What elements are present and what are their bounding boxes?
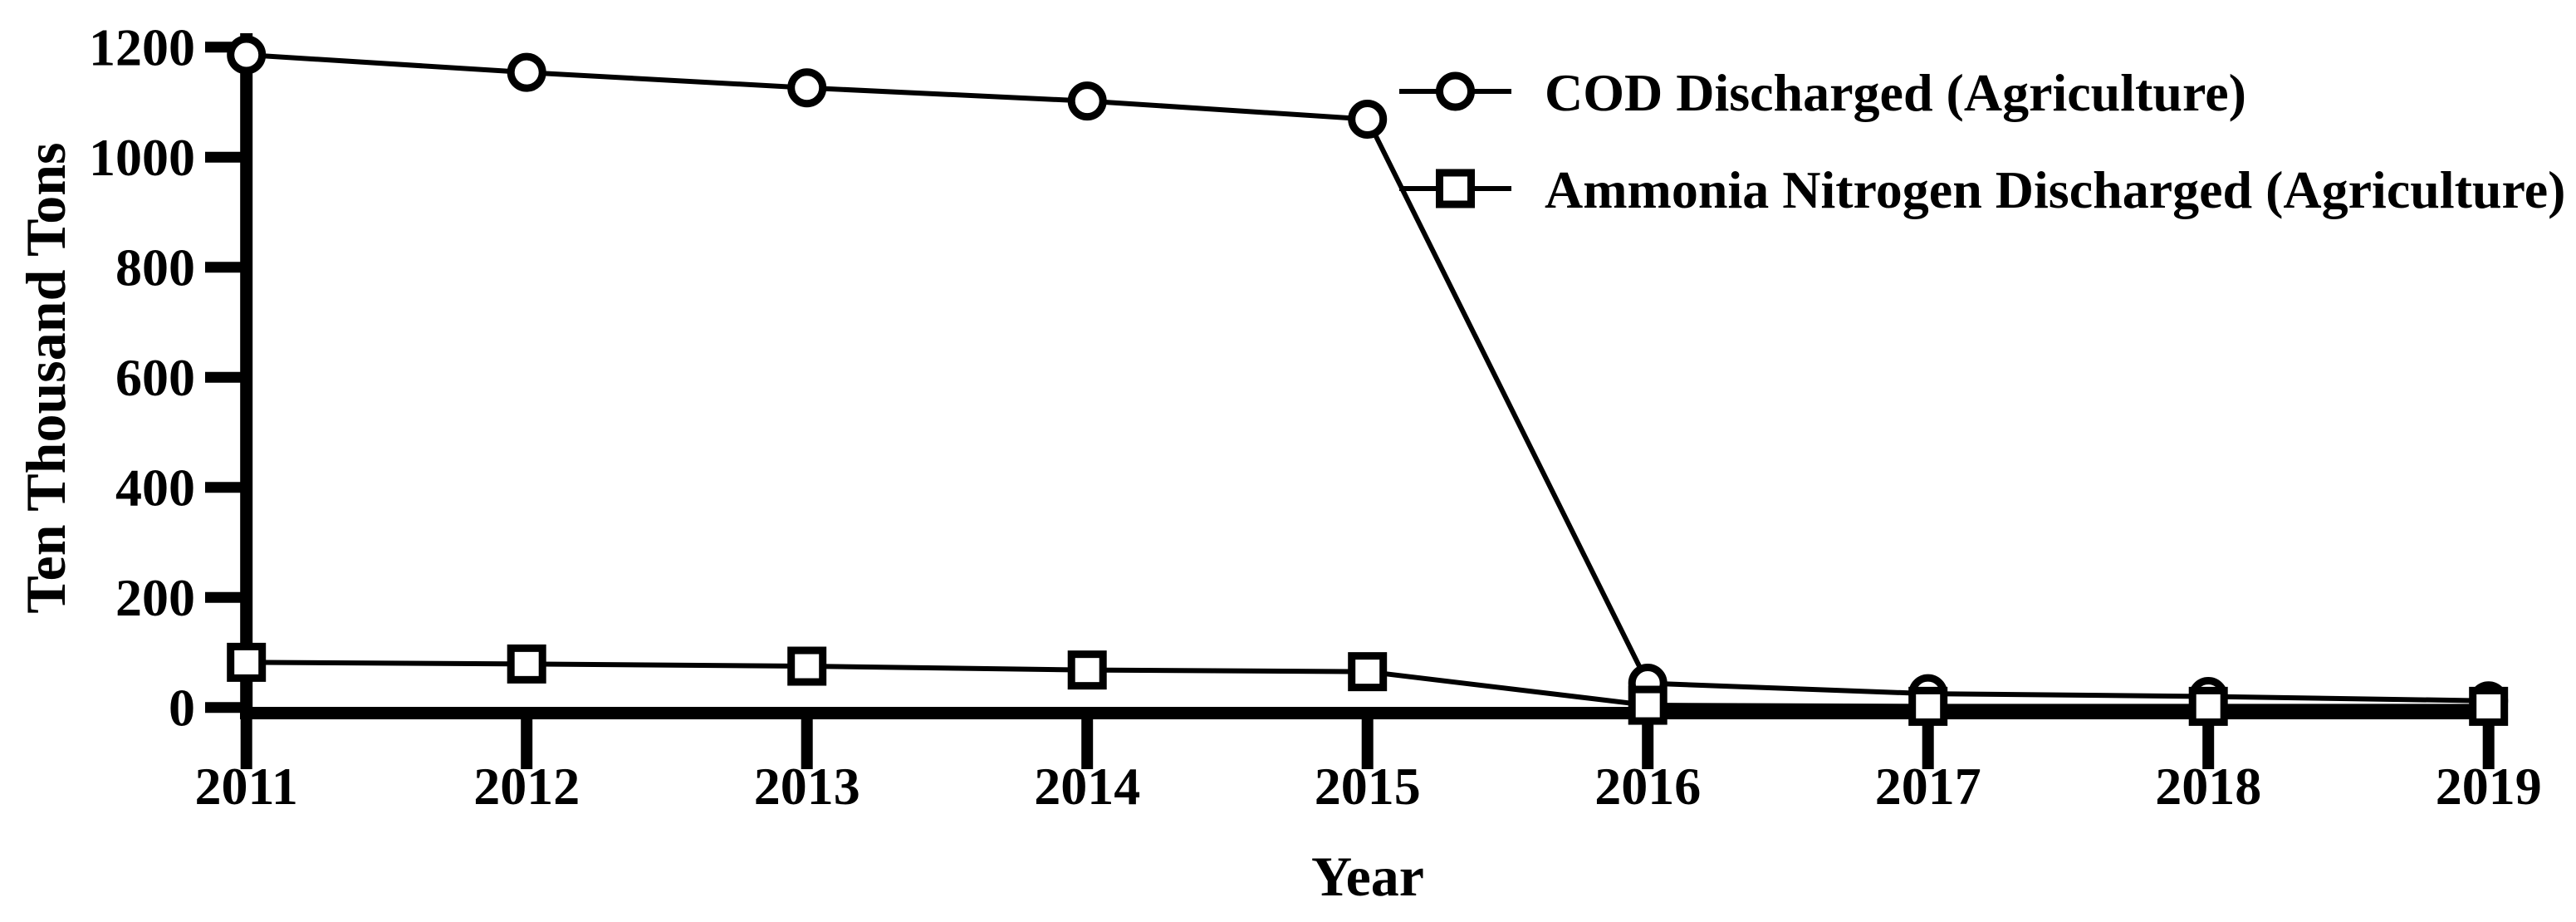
y-tick-label: 200 — [115, 568, 195, 627]
data-point-circle-marker — [1348, 99, 1388, 139]
data-point-square-marker — [787, 646, 827, 686]
series-line-cod — [246, 51, 2489, 704]
y-tick-label: 1200 — [89, 18, 195, 77]
y-tick-label: 0 — [169, 679, 195, 738]
data-series — [227, 35, 2509, 726]
data-point-square-marker — [1348, 652, 1388, 692]
x-tick-label: 2016 — [1594, 757, 1701, 816]
x-tick-label: 2019 — [2436, 757, 2542, 816]
data-point-square-marker — [227, 642, 267, 682]
x-tick-label: 2012 — [473, 757, 580, 816]
x-axis-ticks: 2011 2012 2013 2014 2015 2016 2017 2018 2019 — [194, 713, 2542, 816]
x-tick-label: 2017 — [1875, 757, 1981, 816]
data-point-circle-marker — [1067, 81, 1107, 121]
y-tick-label: 400 — [115, 459, 195, 517]
data-point-square-marker — [1908, 686, 1948, 726]
data-point-square-marker — [2188, 686, 2228, 726]
data-point-square-marker — [1628, 685, 1668, 725]
data-point-square-marker — [507, 644, 546, 684]
legend-label-ammonia: Ammonia Nitrogen Discharged (Agriculture… — [1545, 160, 2565, 219]
data-point-circle-marker — [507, 52, 546, 92]
legend-square-marker-icon — [1436, 169, 1475, 208]
x-tick-label: 2018 — [2155, 757, 2261, 816]
data-point-square-marker — [1067, 650, 1107, 690]
x-tick-label: 2015 — [1315, 757, 1421, 816]
y-tick-label: 600 — [115, 348, 195, 407]
x-tick-label: 2011 — [194, 757, 297, 816]
x-tick-label: 2014 — [1034, 757, 1140, 816]
y-tick-label: 1000 — [89, 128, 195, 187]
x-tick-label: 2013 — [754, 757, 860, 816]
y-axis-title: Ten Thousand Tons — [14, 142, 77, 613]
data-point-circle-marker — [227, 35, 267, 75]
legend — [1399, 71, 1511, 208]
y-axis-ticks: 0 200 400 600 800 1000 1200 — [89, 18, 241, 738]
legend-circle-marker-icon — [1436, 71, 1475, 111]
data-point-circle-marker — [787, 68, 827, 108]
data-point-square-marker — [2469, 686, 2509, 726]
x-axis-title: Year — [1311, 845, 1424, 908]
legend-label-cod: COD Discharged (Agriculture) — [1545, 63, 2246, 122]
y-tick-label: 800 — [115, 238, 195, 297]
